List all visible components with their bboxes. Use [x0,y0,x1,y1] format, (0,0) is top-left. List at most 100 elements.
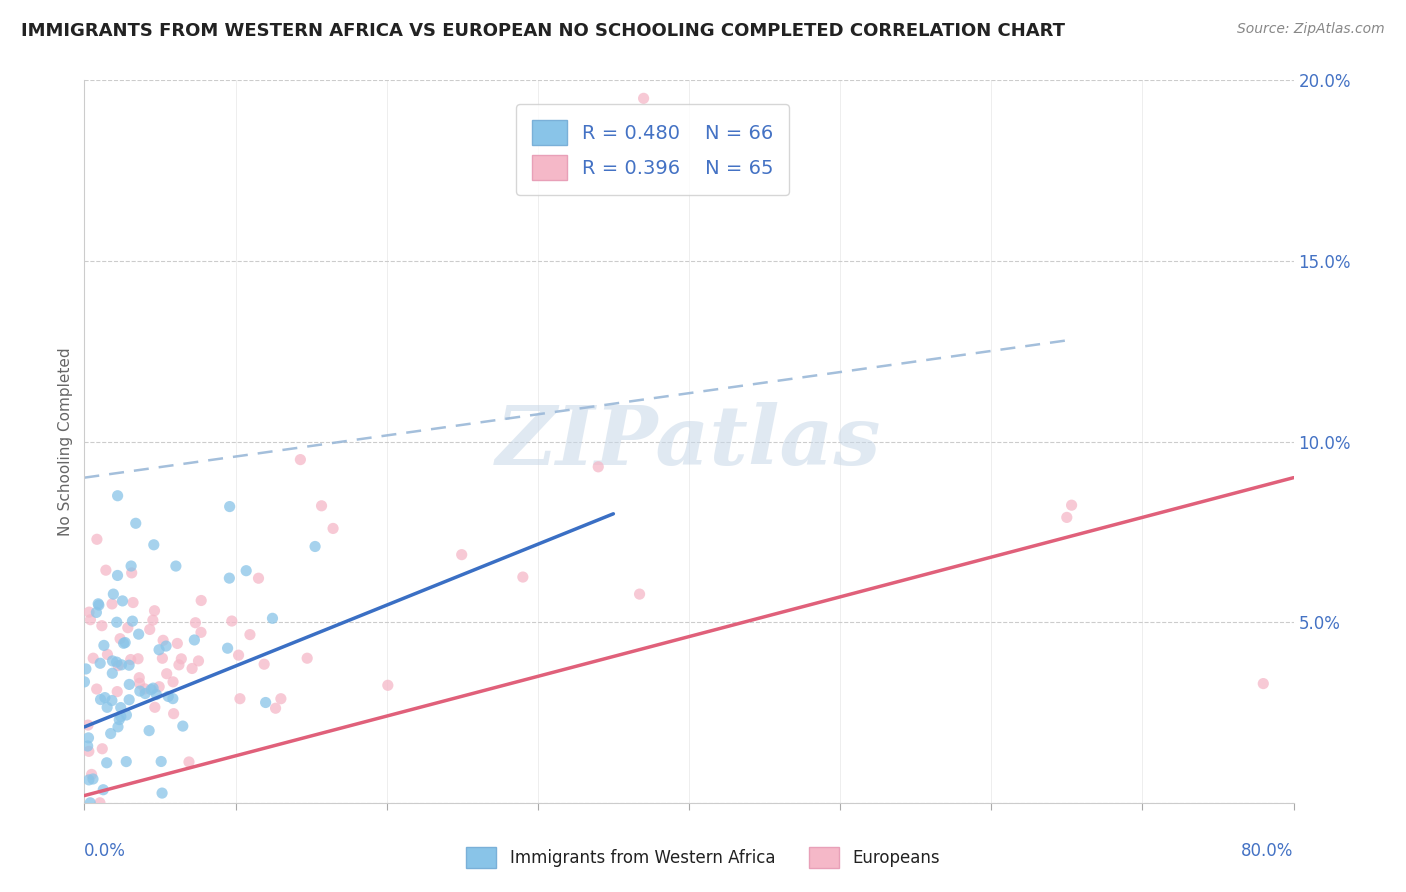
Point [247,571,270,585]
Point [121,614,143,628]
Point [148,642,170,657]
Point [94,563,117,577]
Point [138,723,160,738]
Point [93,639,115,653]
Point [111,594,134,608]
Point [377,678,399,692]
Point [322,521,344,535]
Point [143,700,166,714]
Point [122,595,145,609]
Point [1056,510,1078,524]
Legend: Immigrants from Western Africa, Europeans: Immigrants from Western Africa, European… [460,840,946,875]
Point [118,692,141,706]
Point [177,755,200,769]
Point [262,611,284,625]
Point [117,621,139,635]
Legend: R = 0.480    N = 66, R = 0.396    N = 65: R = 0.480 N = 66, R = 0.396 N = 65 [516,104,789,195]
Point [89,657,111,671]
Point [290,452,312,467]
Point [253,657,276,672]
Point [105,684,128,698]
Point [264,701,287,715]
Point [165,559,187,574]
Point [115,755,138,769]
Point [79,613,101,627]
Point [101,597,124,611]
Point [86,681,108,696]
Point [138,623,160,637]
Point [128,684,150,698]
Point [87,598,110,612]
Point [134,681,156,696]
Point [218,500,240,514]
Point [77,772,100,787]
Point [148,680,170,694]
Point [254,696,277,710]
Point [90,618,112,632]
Point [1060,498,1083,512]
Point [120,652,142,666]
Point [96,756,118,770]
Point [142,613,165,627]
Point [110,700,132,714]
Point [156,666,179,681]
Point [235,564,257,578]
Point [107,720,129,734]
Point [190,625,212,640]
Point [110,709,132,723]
Point [103,587,125,601]
Point [80,767,103,781]
Point [115,708,138,723]
Point [181,661,204,675]
Point [143,604,166,618]
Point [91,782,114,797]
Point [150,755,173,769]
Point [167,657,190,672]
Point [107,658,129,673]
Point [121,566,143,580]
Point [101,654,124,668]
Point [145,688,167,702]
Point [94,690,117,705]
Point [105,655,128,669]
Point [79,796,101,810]
Point [229,691,252,706]
Point [82,651,104,665]
Point [77,718,100,732]
Point [187,654,209,668]
Point [128,676,150,690]
Point [512,570,534,584]
Point [90,692,112,706]
Point [107,489,129,503]
Point [86,533,108,547]
Point [101,666,124,681]
Point [295,651,318,665]
Point [112,636,135,650]
Text: 0.0%: 0.0% [84,842,127,860]
Point [120,559,142,574]
Point [108,713,131,727]
Point [162,706,184,721]
Point [107,568,129,582]
Point [125,516,148,531]
Point [108,632,131,646]
Point [76,739,98,753]
Point [304,540,326,554]
Point [73,674,96,689]
Point [150,786,173,800]
Point [101,693,124,707]
Point [172,719,194,733]
Point [184,615,207,630]
Point [166,636,188,650]
Point [82,772,104,786]
Point [118,658,141,673]
Point [89,796,111,810]
Point [128,627,150,641]
Point [183,632,205,647]
Point [77,731,100,745]
Point [96,648,118,662]
Point [221,614,243,628]
Point [628,587,651,601]
Point [142,538,165,552]
Point [633,91,655,105]
